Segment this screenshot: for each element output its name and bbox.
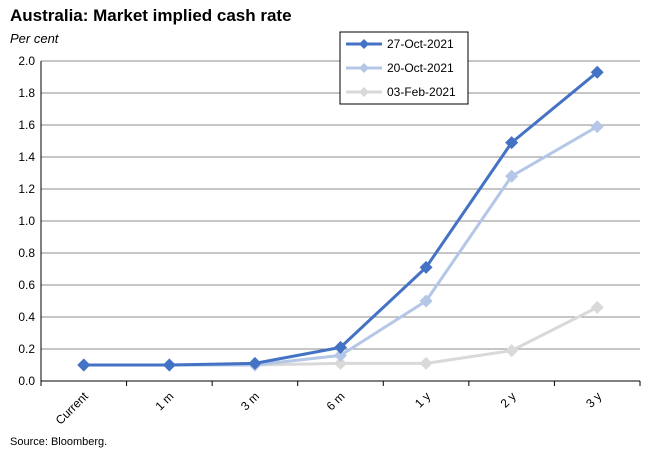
x-tick-label: 3 y [583, 389, 604, 410]
y-tick-label: 0.4 [18, 310, 35, 324]
data-point-marker [334, 340, 347, 354]
y-tick-label: 1.4 [18, 150, 35, 164]
x-tick-label: 1 y [412, 389, 433, 410]
x-tick-label: 2 y [498, 389, 519, 410]
data-point-marker [505, 344, 519, 358]
chart-title: Australia: Market implied cash rate [10, 6, 292, 25]
y-tick-label: 0.8 [18, 246, 35, 260]
data-point-marker [419, 260, 433, 274]
data-point-marker [334, 348, 347, 362]
y-tick-label: 0.6 [18, 278, 35, 292]
legend-item: 03-Feb-2021 [346, 85, 456, 99]
x-tick-label: Current [53, 389, 92, 428]
legend-label: 27-Oct-2021 [387, 37, 454, 51]
legend-swatch-marker [359, 39, 369, 49]
data-point-marker [505, 169, 519, 183]
y-tick-label: 0.0 [18, 374, 35, 388]
x-tick-label: 6 m [324, 389, 348, 413]
y-tick-label: 1.2 [18, 182, 35, 196]
legend-label: 03-Feb-2021 [387, 85, 456, 99]
data-point-marker [77, 358, 91, 372]
y-tick-label: 1.6 [18, 118, 35, 132]
legend: 27-Oct-2021 20-Oct-2021 03-Feb-2021 [339, 31, 469, 105]
data-point-marker [590, 65, 604, 79]
x-tick-label: 3 m [238, 389, 262, 413]
legend-label: 20-Oct-2021 [387, 61, 454, 75]
y-unit-label: Per cent [10, 31, 59, 46]
source-note: Source: Bloomberg. [10, 436, 108, 448]
series-line [83, 125, 598, 367]
data-point-marker [419, 356, 433, 370]
y-tick-label: 1.0 [18, 214, 35, 228]
data-point-marker [419, 294, 433, 308]
data-point-marker [248, 356, 262, 370]
data-point-marker [334, 356, 347, 370]
axes: 0.0 0.2 0.4 0.6 0.8 1.0 1.2 1.4 1.6 1.8 2.0 Current… [18, 54, 641, 428]
legend-swatch-marker [359, 87, 369, 97]
legend-item: 27-Oct-2021 [346, 37, 454, 51]
y-tick-label: 1.8 [18, 86, 35, 100]
y-tick-label: 2.0 [18, 54, 35, 68]
data-point-marker [590, 300, 604, 314]
series-27-Oct-2021 [77, 65, 604, 372]
series-group [77, 65, 604, 372]
data-point-marker [162, 358, 176, 372]
legend-swatch-marker [359, 63, 369, 73]
series-20-Oct-2021 [77, 120, 604, 372]
series-line [83, 71, 599, 367]
data-point-marker [590, 120, 604, 134]
y-tick-label: 0.2 [18, 342, 35, 356]
data-point-marker [505, 136, 519, 150]
x-tick-label: 1 m [152, 389, 176, 413]
legend-item: 20-Oct-2021 [346, 61, 454, 75]
